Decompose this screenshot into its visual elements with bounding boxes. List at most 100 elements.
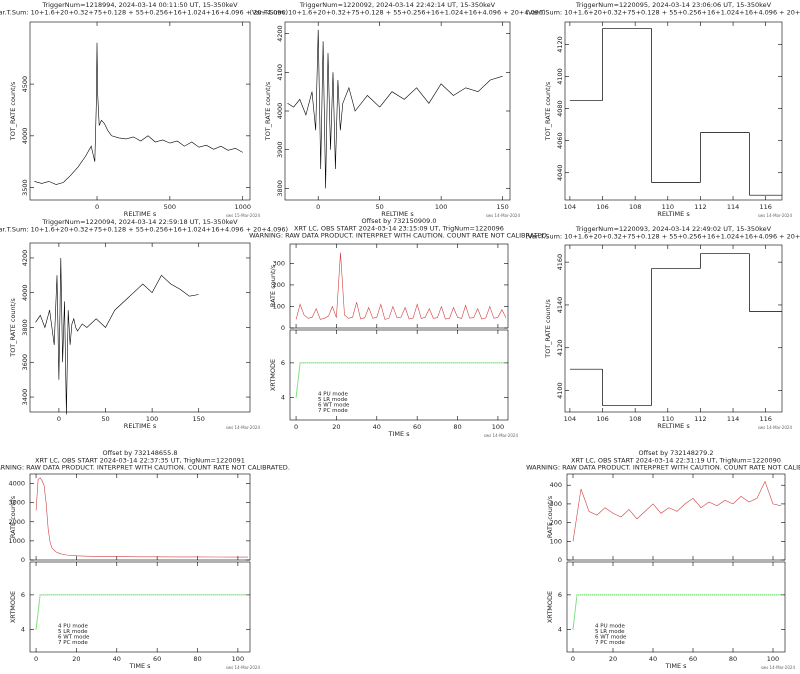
y-tick-label: 200 [273, 281, 285, 289]
y-tick-label: 4 [21, 626, 25, 634]
x-tick-label: 108 [629, 203, 641, 211]
y-tick-label: 4000 [276, 103, 284, 120]
y-tick-label: 4000 [21, 284, 29, 301]
x-tick-label: 110 [662, 415, 674, 423]
footer-stamp: sws 15-Mar-2024 [226, 213, 261, 218]
rate-curve [295, 252, 507, 320]
plot-frame [29, 473, 251, 561]
x-axis-label: RELTIME s [124, 422, 157, 430]
chart-title: TriggerNum=1220095, 2024-03-14 23:06:06 … [575, 1, 772, 9]
y-tick-label: 4080 [556, 100, 564, 117]
x-tick-label: 0 [95, 203, 99, 211]
x-tick-label: 60 [153, 655, 161, 663]
y-tick-label: 4500 [21, 76, 29, 93]
light-curve [287, 29, 503, 189]
y-tick-label: 3000 [8, 499, 25, 507]
footer-stamp: sws 14-Mar-2024 [758, 425, 793, 430]
chart-subtitle: (Var.T.Sum: 10+1.6+20+0.32+75+0.128 + 55… [249, 9, 545, 17]
y-tick-label: 0 [281, 324, 285, 332]
plot-frame [289, 243, 509, 329]
y-tick-label: 1000 [8, 537, 25, 545]
x-tick-label: 60 [413, 423, 421, 431]
chart-title: TriggerNum=1220094, 2024-03-14 22:59:18 … [41, 218, 238, 226]
x-axis-label: RELTIME s [124, 210, 157, 218]
x-axis-label: RELTIME s [381, 210, 414, 218]
y-tick-label: 400 [550, 481, 562, 489]
chart-subtitle: (Var.T.Sum: 10+1.6+20+0.32+75+0.128 + 55… [525, 233, 800, 241]
x-axis-label: TIME s [128, 662, 151, 670]
x-tick-label: 114 [727, 203, 739, 211]
light-curve [34, 42, 243, 185]
y-tick-label: 2000 [8, 518, 25, 526]
mode-legend: 4 PU mode [595, 624, 626, 630]
x-tick-label: 1000 [234, 203, 251, 211]
chart-title: XRT LC, OBS START 2024-03-14 22:31:19 UT… [571, 457, 781, 465]
x-axis-label: RELTIME s [657, 210, 690, 218]
y-tick-label: 4000 [8, 480, 25, 488]
mode-curve [572, 594, 781, 630]
footer-stamp: sws 14-Mar-2024 [761, 665, 796, 670]
footer-stamp: sws 14-Mar-2024 [226, 665, 261, 670]
x-tick-label: 0 [34, 655, 38, 663]
y-tick-label: 6 [21, 591, 25, 599]
x-tick-label: 100 [767, 655, 779, 663]
y-tick-label: 100 [550, 537, 562, 545]
y-tick-label: 4200 [21, 250, 29, 267]
chart-title: TriggerNum=1220093, 2024-03-14 22:49:02 … [575, 225, 772, 233]
x-tick-label: 50 [376, 203, 384, 211]
chart-title: XRT LC, OBS START 2024-03-14 22:37:35 UT… [35, 457, 245, 465]
y-axis-label: TOT_RATE count/s [544, 81, 552, 141]
x-axis-label: TIME s [664, 662, 687, 670]
mode-legend: 7 PC mode [318, 408, 348, 414]
y-tick-label: 3900 [276, 141, 284, 158]
y-axis-label: TOT_RATE count/s [9, 81, 17, 141]
mode-legend: 7 PC mode [595, 640, 625, 646]
footer-stamp: sws 14-Mar-2024 [484, 433, 519, 438]
y-tick-label: 3600 [21, 354, 29, 371]
mode-curve [295, 362, 506, 398]
x-tick-label: 100 [232, 655, 244, 663]
mode-legend: 5 LR mode [58, 629, 88, 635]
x-tick-label: 150 [193, 415, 205, 423]
mode-legend: 4 PU mode [318, 392, 349, 398]
footer-stamp: sws 14-Mar-2024 [486, 213, 521, 218]
x-axis-label: RELTIME s [657, 422, 690, 430]
x-tick-label: 60 [689, 655, 697, 663]
mode-legend: 6 WT mode [318, 403, 350, 409]
warning: WARNING: RAW DATA PRODUCT. INTERPRET WIT… [0, 464, 290, 472]
y-tick-label: 4100 [556, 382, 564, 399]
y-tick-label: 3800 [276, 180, 284, 197]
y-tick-label: 4100 [556, 68, 564, 85]
light-curve [35, 257, 199, 415]
y-axis-label: RATE count/s [9, 495, 17, 538]
x-tick-label: 40 [113, 655, 121, 663]
y-tick-label: 4200 [276, 25, 284, 42]
x-tick-label: 80 [729, 655, 737, 663]
y-tick-label: 3800 [21, 319, 29, 336]
y-tick-label: 4160 [556, 254, 564, 271]
x-tick-label: 104 [564, 203, 576, 211]
mode-legend: 6 WT mode [595, 635, 627, 641]
mode-curve [35, 594, 248, 630]
x-tick-label: 106 [596, 203, 608, 211]
y-axis-label: TOT_RATE count/s [264, 81, 272, 141]
footer-stamp: sws 14-Mar-2024 [758, 213, 793, 218]
x-tick-label: 112 [694, 415, 706, 423]
x-tick-label: 106 [596, 415, 608, 423]
x-tick-label: 20 [72, 655, 80, 663]
y-tick-label: 0 [558, 556, 562, 564]
plot-frame [29, 242, 251, 413]
mode-legend: 6 WT mode [58, 635, 90, 641]
x-tick-label: 0 [294, 423, 298, 431]
y-tick-label: 0 [21, 556, 25, 564]
plot-frame [566, 561, 786, 653]
chart-subtitle: (Var.T.Sum: 10+1.6+20+0.32+75+0.128 + 55… [0, 9, 288, 17]
rate-curve [572, 480, 782, 542]
mode-legend: 4 PU mode [58, 624, 89, 630]
mode-legend: 5 LR mode [318, 397, 348, 403]
y-tick-label: 4 [558, 626, 562, 634]
footer-stamp: sws 14-Mar-2024 [226, 425, 261, 430]
chart-title: XRT LC, OBS START 2024-03-14 23:15:09 UT… [294, 225, 504, 233]
x-tick-label: 80 [193, 655, 201, 663]
mode-legend: 7 PC mode [58, 640, 88, 646]
